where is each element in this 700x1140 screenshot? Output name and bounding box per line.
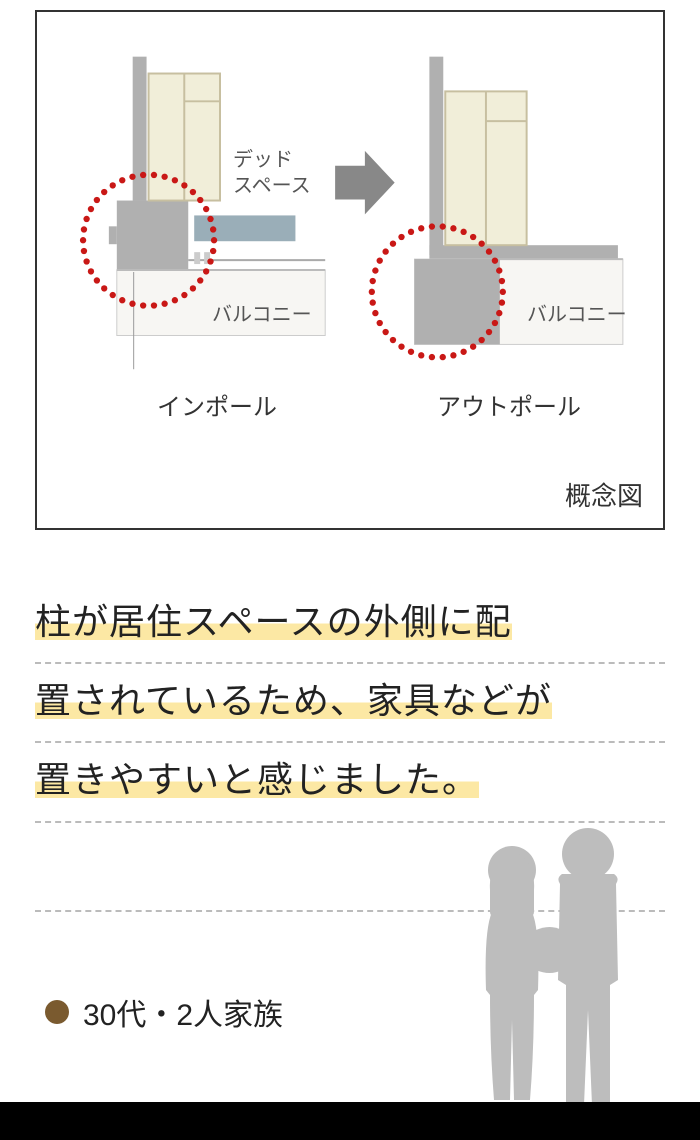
right-balcony-label: バルコニー — [527, 302, 627, 328]
diagram-frame: デッドスペース バルコニー バルコニー インポール アウトポール 概念図 — [35, 10, 665, 530]
left-wall — [133, 57, 147, 201]
left-sill-1 — [194, 252, 200, 264]
quote-line-2: 置されているため、家具などが — [35, 664, 665, 743]
bullet-icon — [45, 1000, 69, 1024]
quote-line-3: 置きやすいと感じました。 — [35, 743, 665, 822]
left-pillar-nub-l — [109, 226, 117, 244]
footer-bar — [0, 1102, 700, 1140]
right-title: アウトポール — [437, 392, 581, 423]
deadspace-label: デッドスペース — [233, 147, 311, 199]
right-ledge — [429, 245, 618, 259]
concept-label: 概念図 — [565, 476, 643, 513]
left-pillar — [117, 201, 188, 272]
attribution-text: 30代・2人家族 — [83, 990, 283, 1034]
left-title: インポール — [157, 392, 277, 423]
people-silhouette — [440, 820, 660, 1110]
left-balcony-label: バルコニー — [212, 302, 312, 328]
quote-text-2: 置されているため、家具などが — [35, 680, 552, 721]
diagram-svg — [37, 12, 663, 528]
arrow-icon — [335, 151, 395, 215]
quote-text-3: 置きやすいと感じました。 — [35, 759, 479, 800]
quote-block: 柱が居住スペースの外側に配 置されているため、家具などが 置きやすいと感じました… — [35, 585, 665, 823]
quote-text-1: 柱が居住スペースの外側に配 — [35, 601, 512, 642]
quote-line-1: 柱が居住スペースの外側に配 — [35, 585, 665, 664]
attribution: 30代・2人家族 — [45, 990, 283, 1034]
